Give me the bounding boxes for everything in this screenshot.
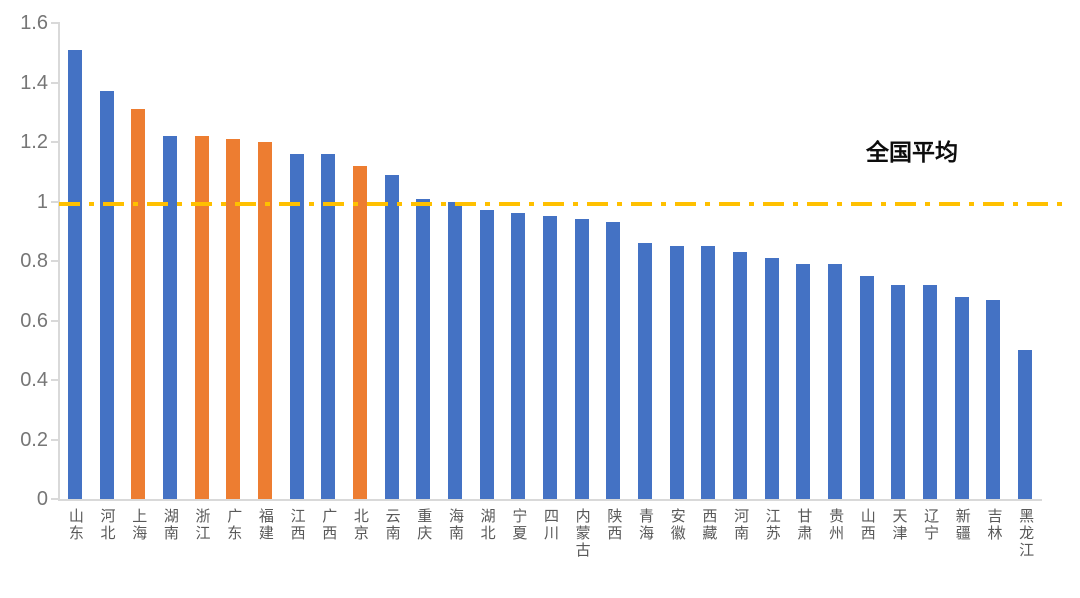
x-axis-line	[58, 499, 1042, 501]
chart-bar	[796, 263, 811, 499]
x-axis-label: 浙江	[193, 508, 211, 542]
chart-bar	[352, 165, 367, 499]
chart-bar	[99, 91, 114, 499]
x-axis-label: 吉林	[985, 508, 1003, 542]
y-axis-tick-label: 1.6	[20, 12, 48, 34]
x-axis-label: 贵州	[827, 508, 845, 542]
chart-bar	[257, 142, 272, 499]
chart-bar	[733, 252, 748, 499]
x-axis-label: 青海	[637, 508, 655, 542]
chart-bar	[574, 219, 589, 499]
x-axis-label: 陕西	[605, 508, 623, 542]
chart-bar	[891, 284, 906, 499]
x-axis-label: 山东	[66, 508, 84, 542]
y-axis-tick	[51, 141, 58, 143]
x-axis-label: 内蒙古	[573, 508, 591, 559]
national-average-line	[59, 202, 1067, 207]
chart-bar	[543, 216, 557, 499]
chart-bar	[131, 109, 146, 499]
y-axis-tick-label: 0.2	[20, 428, 48, 451]
y-axis-tick	[51, 438, 58, 441]
chart-bar	[859, 275, 874, 499]
x-axis-label: 安徽	[668, 508, 686, 542]
y-axis-tick-label: 0.8	[20, 250, 48, 272]
chart-bar	[828, 263, 843, 499]
chart-bar	[416, 198, 431, 499]
chart-bar	[986, 299, 1001, 499]
chart-bar	[321, 153, 336, 499]
x-axis-label: 广西	[320, 508, 338, 542]
chart-bar	[447, 201, 462, 499]
national-average-label: 全国平均	[866, 139, 958, 165]
x-axis-label: 湖南	[161, 508, 179, 542]
y-axis-tick	[51, 22, 58, 24]
chart-bar	[384, 174, 399, 499]
y-axis-tick-label: 1.4	[20, 71, 48, 94]
chart-bar	[67, 49, 82, 499]
chart-bar	[954, 296, 969, 499]
x-axis-label: 北京	[351, 508, 369, 542]
x-axis-label: 江西	[288, 508, 306, 542]
x-axis-label: 天津	[890, 508, 908, 542]
x-axis-label: 河北	[98, 508, 116, 542]
y-axis-tick	[51, 498, 58, 500]
chart-bar	[669, 246, 684, 499]
chart-bar	[923, 284, 938, 499]
chart-bar	[289, 153, 304, 499]
x-axis-label: 宁夏	[510, 508, 528, 542]
chart-bar	[479, 210, 494, 499]
y-axis-tick	[51, 379, 58, 381]
chart-bar	[638, 243, 653, 499]
y-axis-line	[58, 22, 60, 500]
x-axis-label: 重庆	[415, 508, 433, 542]
y-axis-tick-label: 0	[36, 488, 48, 510]
y-axis-tick	[51, 260, 58, 262]
x-axis-label: 甘肃	[795, 508, 813, 542]
chart-bar	[162, 136, 177, 499]
chart-bar	[226, 139, 241, 499]
y-axis-tick	[51, 319, 58, 322]
chart-bar	[194, 136, 209, 499]
y-axis-tick	[51, 81, 58, 84]
x-axis-label: 西藏	[700, 508, 718, 542]
x-axis-label: 上海	[130, 508, 148, 542]
x-axis-label: 广东	[225, 508, 243, 542]
chart-bar	[701, 246, 716, 499]
x-axis-label: 江苏	[763, 508, 781, 542]
y-axis-tick-label: 1.2	[20, 131, 48, 153]
chart-bar	[606, 222, 621, 499]
x-axis-label: 云南	[383, 508, 401, 542]
chart-bar	[511, 213, 526, 499]
x-axis-label: 新疆	[953, 508, 971, 542]
x-axis-label: 福建	[256, 508, 274, 542]
x-axis-label: 河南	[732, 508, 750, 542]
chart-bar	[764, 258, 779, 499]
x-axis-label: 辽宁	[922, 508, 940, 542]
x-axis-label: 黑龙江	[1017, 508, 1035, 559]
x-axis-label: 四川	[542, 508, 559, 542]
x-axis-label: 山西	[858, 508, 876, 542]
chart-bar	[1018, 350, 1033, 499]
y-axis-tick-label: 0.4	[20, 369, 48, 391]
x-axis-label: 湖北	[478, 508, 496, 542]
x-axis-label: 海南	[446, 508, 464, 542]
y-axis-tick	[51, 200, 58, 203]
y-axis-tick-label: 0.6	[20, 309, 48, 332]
y-axis-tick-label: 1	[36, 190, 48, 213]
